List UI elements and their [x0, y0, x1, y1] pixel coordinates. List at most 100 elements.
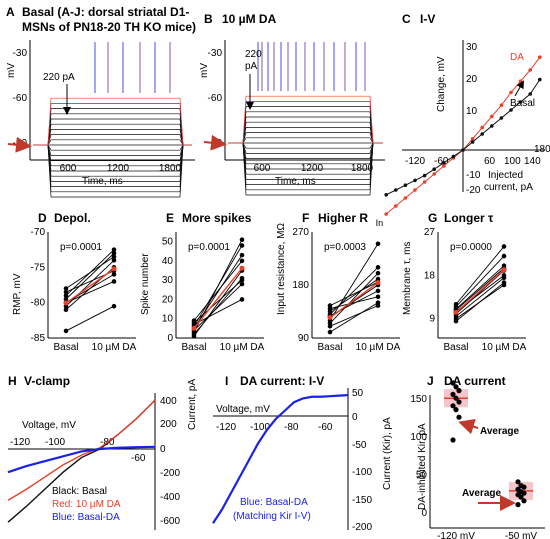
pair-line [193, 260, 243, 321]
x-tick-label: 10 µM DA [482, 342, 527, 353]
mean-point [453, 309, 459, 315]
data-point [521, 498, 527, 504]
data-point [456, 414, 462, 420]
data-point [453, 316, 459, 322]
series-line [7, 399, 156, 501]
pair-line [455, 284, 505, 320]
data-point [501, 273, 507, 278]
data-point [515, 502, 521, 508]
y-tick-label: 0 [167, 333, 173, 344]
panel-a-rmp-arrow [7, 136, 32, 153]
data-point [432, 172, 437, 176]
panel-c-xtick-3: 60 [484, 156, 496, 167]
data-point [499, 103, 504, 107]
data-point [470, 140, 475, 144]
panel-b-xtick-3: 1800 [351, 163, 374, 174]
data-point [453, 395, 459, 401]
data-point [422, 173, 427, 178]
x-tick-label: Basal [181, 342, 206, 353]
mean-point [327, 315, 333, 321]
y-tick-label: 27 [424, 227, 436, 238]
panel-h-xlabel: Voltage, mV [22, 420, 76, 431]
x-tick-label: Basal [317, 342, 342, 353]
panel-j: J DA current DA-inhibited Kir, pA 150 10… [410, 374, 545, 539]
data-point [480, 132, 485, 136]
panel-c-plot [384, 55, 542, 216]
y-tick-label: 50 [162, 237, 174, 248]
paired-panels: D Depol. -70 -75 -80 -85 Basal 10 µM DA RMP, mV p… [12, 211, 527, 353]
panel-h-ylabel: Current, pA [187, 379, 198, 430]
pair-line [65, 281, 115, 304]
panel-letter: G [428, 211, 437, 225]
y-label: Spike number [140, 253, 151, 315]
panel-c: C I-V Change, mV 30 20 10 -10 -20 -120 -… [384, 12, 550, 216]
panel-i-plot [212, 394, 349, 524]
data-point [521, 490, 527, 496]
data-point [111, 247, 117, 252]
panel-h-letter: H [8, 374, 17, 388]
panel-j-ytick-1: 150 [410, 394, 427, 405]
panel-i-xtick-3: -80 [284, 422, 299, 433]
trace [228, 116, 383, 144]
data-point [528, 68, 532, 72]
panel-b: B 10 µM DA mV -30 -60 -90 600 1200 1800 … [199, 12, 385, 196]
y-tick-label: -80 [31, 298, 46, 309]
data-point [63, 289, 69, 295]
panel-j-title: DA current [444, 374, 506, 388]
pair-line [65, 252, 115, 300]
panel-i-ytick-5: -150 [352, 495, 372, 506]
data-point [191, 318, 197, 323]
panel-b-letter: B [204, 12, 213, 26]
mean-line [455, 269, 505, 313]
panel-i-legend-1: Blue: Basal-DA [240, 497, 308, 508]
data-point [327, 303, 333, 308]
pair-line [193, 283, 243, 331]
pair-line [455, 246, 505, 305]
panel-c-ytick-4: -10 [466, 170, 481, 181]
pair-line [329, 272, 379, 324]
pair-line [65, 305, 115, 332]
data-point [239, 237, 245, 243]
trace [228, 95, 383, 144]
panel-h-legend-red: Red: 10 µM DA [52, 499, 121, 510]
data-point [515, 479, 521, 485]
pair-line [193, 245, 243, 327]
p-value: p=0.0000 [450, 242, 492, 253]
panel-h-xtick-2: -100 [45, 437, 65, 448]
y-tick-label: 270 [292, 227, 309, 238]
data-point [453, 301, 459, 307]
panel-j-average-arrow-1 [458, 418, 479, 435]
panel-a-ylabel: mV [6, 63, 17, 78]
data-point [518, 79, 523, 83]
trace [33, 144, 192, 161]
panel-h-xtick-1: -120 [10, 437, 30, 448]
y-tick-label: 40 [162, 256, 174, 267]
data-point [111, 272, 117, 277]
panel-i-ytick-4: -100 [352, 467, 372, 478]
data-point [239, 243, 245, 248]
panel-g: G Longer τ 27 18 9 Basal 10 µM DA Membrane τ, m… [402, 211, 527, 353]
data-point [518, 494, 524, 500]
data-point [528, 92, 532, 96]
data-point [450, 437, 456, 443]
y-tick-label: 9 [429, 314, 435, 325]
y-label: Input resistance, MΩ [276, 223, 287, 315]
data-point [403, 196, 408, 200]
data-point [442, 164, 446, 168]
panel-i-legend-2: (Matching Kir I-V) [233, 511, 311, 522]
data-point [63, 286, 69, 291]
data-point [239, 252, 245, 258]
series-line [7, 445, 156, 474]
data-point [461, 148, 465, 152]
panel-h-legend-black: Black: Basal [52, 486, 107, 497]
data-point [470, 137, 475, 141]
data-point [453, 407, 459, 413]
pair-line [193, 279, 243, 323]
panel-i-ytick-3: -50 [352, 440, 367, 451]
panel-letter: E [166, 211, 174, 225]
mean-point [501, 267, 507, 273]
data-point [384, 212, 389, 216]
panel-i-ytick-2: 0 [352, 412, 358, 423]
pair-line [329, 278, 379, 312]
